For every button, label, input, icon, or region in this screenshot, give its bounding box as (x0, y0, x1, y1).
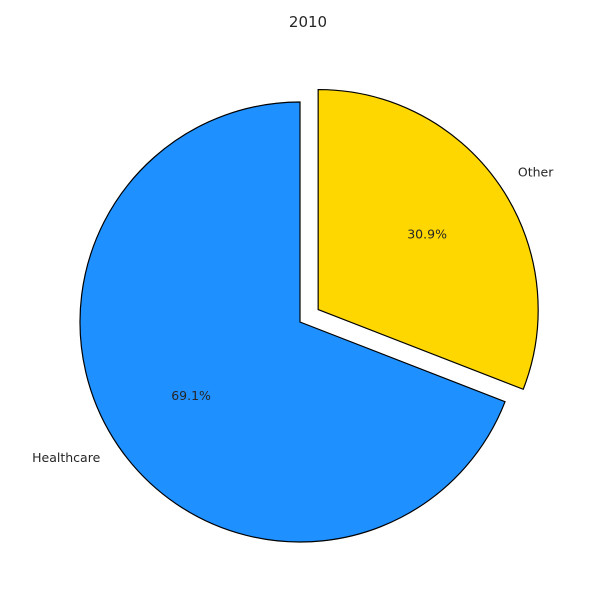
slice-percent-healthcare: 69.1% (171, 388, 211, 403)
slice-label-other: Other (518, 164, 554, 179)
chart-title: 2010 (289, 13, 327, 31)
pie-slices (79, 88, 539, 543)
pie-slice-healthcare (79, 101, 506, 543)
pie-labels: Healthcare 69.1% Other 30.9% (32, 164, 554, 465)
slice-label-healthcare: Healthcare (32, 450, 100, 465)
slice-percent-other: 30.9% (407, 227, 447, 242)
pie-slice-other (317, 88, 539, 391)
